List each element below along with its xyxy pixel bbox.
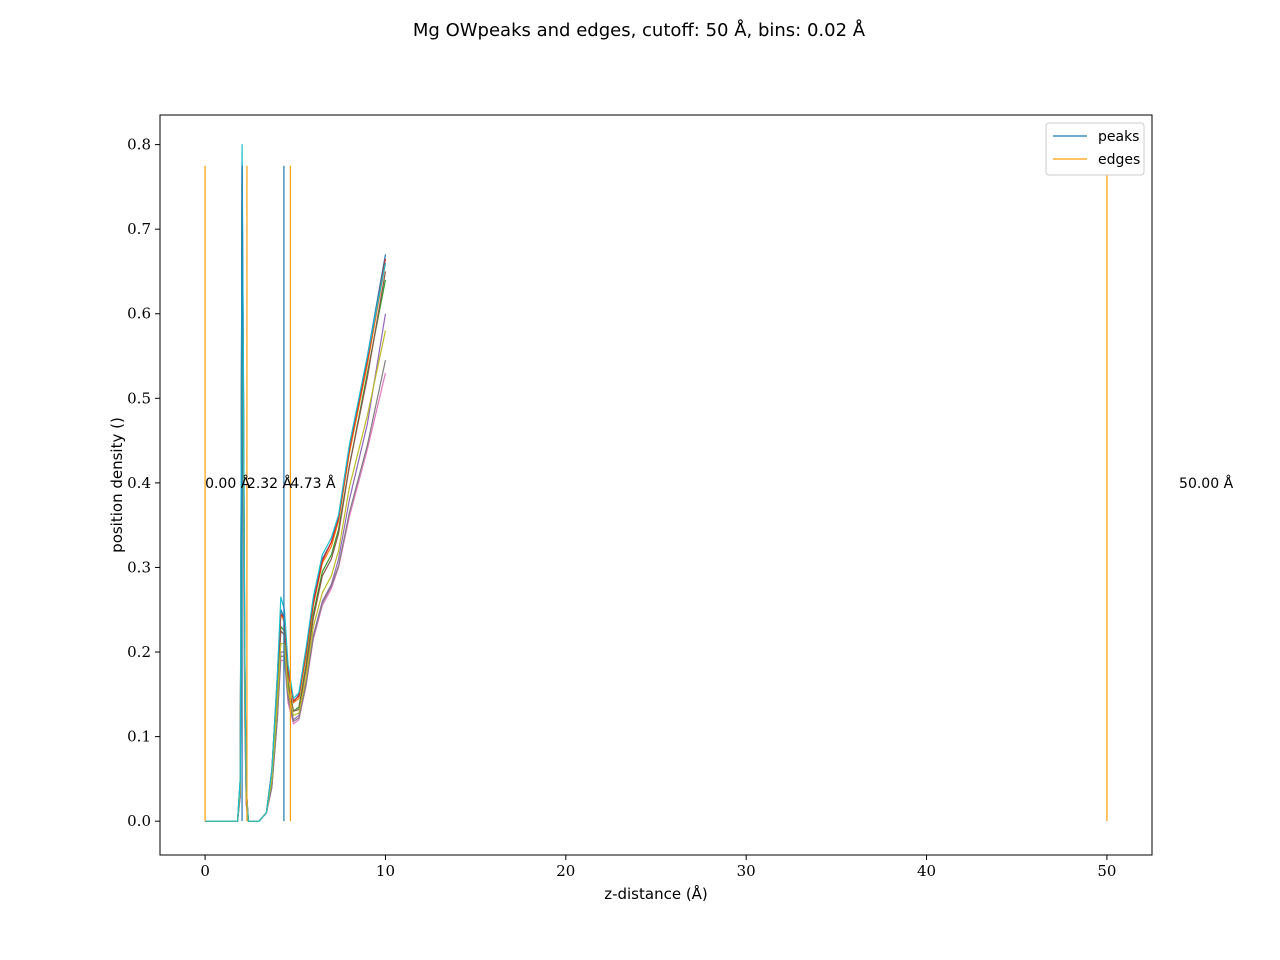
- axes-frame: [159, 114, 1153, 856]
- y-tick-label: 0.8: [127, 136, 151, 154]
- edge-annotation: 4.73 Å: [290, 475, 336, 492]
- y-tick-label: 0.3: [127, 558, 151, 576]
- x-axis: 0 10 20 30 40 50: [200, 855, 1116, 880]
- y-tick-label: 0.2: [127, 643, 151, 661]
- y-tick-label: 0.5: [127, 389, 151, 407]
- density-series-line: [205, 270, 387, 822]
- density-series-line: [205, 144, 387, 822]
- y-axis-label: position density (): [108, 417, 126, 553]
- y-tick-label: 0.6: [127, 305, 151, 323]
- legend-edges-label: edges: [1098, 152, 1140, 168]
- x-axis-label: z-distance (Å): [604, 884, 708, 903]
- legend-peaks-label: peaks: [1098, 129, 1139, 145]
- y-tick-label: 0.1: [127, 728, 151, 746]
- density-series-line: [205, 169, 387, 822]
- y-tick-label: 0.4: [127, 474, 151, 492]
- density-series-line: [205, 186, 387, 822]
- density-series-line: [205, 211, 387, 822]
- density-series-line: [205, 313, 387, 822]
- edge-annotation: 0.00 Å: [205, 475, 251, 492]
- density-series-line: [205, 228, 387, 822]
- density-curves: [205, 144, 387, 822]
- edge-annotations: 0.00 Å2.32 Å4.73 Å 50.00 Å: [205, 475, 1233, 492]
- y-tick-label: 0.0: [127, 812, 151, 830]
- edge-annotation: 2.32 Å: [247, 475, 293, 492]
- x-tick-label: 10: [376, 862, 395, 880]
- x-tick-label: 50: [1097, 862, 1116, 880]
- edge-annotation: 50.00 Å: [1179, 475, 1234, 492]
- chart-title: Mg OWpeaks and edges, cutoff: 50 Å, bins…: [413, 19, 866, 41]
- y-axis: 0.0 0.1 0.2 0.3 0.4 0.5 0.6 0.7 0.8: [127, 136, 160, 830]
- x-tick-label: 30: [737, 862, 756, 880]
- x-tick-label: 0: [200, 862, 210, 880]
- y-tick-label: 0.7: [127, 220, 151, 238]
- peak-edge-lines: [204, 165, 1108, 822]
- x-tick-label: 20: [556, 862, 575, 880]
- density-series-line: [205, 372, 387, 822]
- legend: peaks edges: [1045, 122, 1145, 176]
- x-tick-label: 40: [917, 862, 936, 880]
- density-series-line: [205, 355, 387, 822]
